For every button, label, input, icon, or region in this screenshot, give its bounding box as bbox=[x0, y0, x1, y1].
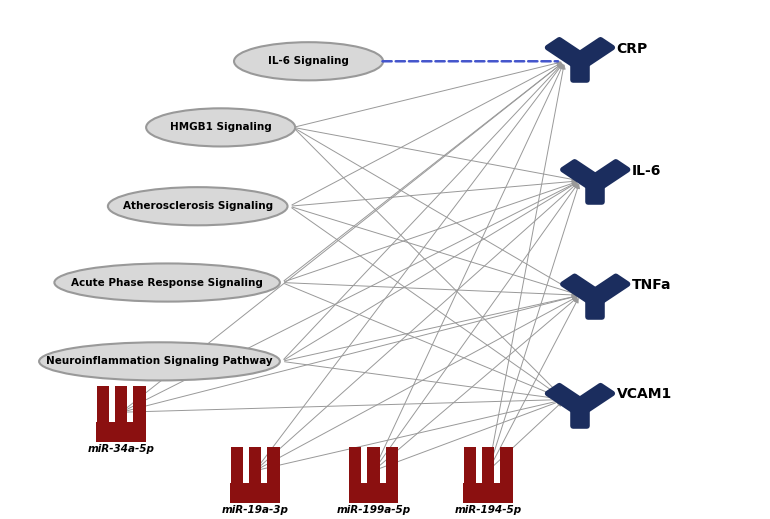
Ellipse shape bbox=[55, 264, 280, 302]
Bar bbox=[367, 447, 380, 483]
Bar bbox=[249, 447, 261, 483]
Bar bbox=[230, 447, 243, 483]
Bar bbox=[96, 422, 146, 442]
Ellipse shape bbox=[234, 42, 383, 80]
Text: IL-6 Signaling: IL-6 Signaling bbox=[268, 56, 349, 66]
Polygon shape bbox=[547, 40, 586, 65]
Bar bbox=[267, 447, 280, 483]
Text: miR-19a-3p: miR-19a-3p bbox=[222, 505, 289, 515]
Text: VCAM1: VCAM1 bbox=[617, 387, 672, 401]
Text: CRP: CRP bbox=[617, 42, 648, 56]
Text: TNFa: TNFa bbox=[632, 278, 671, 292]
Text: HMGB1 Signaling: HMGB1 Signaling bbox=[169, 122, 272, 132]
Text: miR-34a-5p: miR-34a-5p bbox=[88, 444, 155, 454]
Polygon shape bbox=[573, 407, 588, 426]
Text: IL-6: IL-6 bbox=[632, 163, 661, 177]
Text: miR-199a-5p: miR-199a-5p bbox=[336, 505, 410, 515]
Polygon shape bbox=[547, 386, 586, 411]
Text: Acute Phase Response Signaling: Acute Phase Response Signaling bbox=[71, 278, 263, 288]
Polygon shape bbox=[563, 162, 601, 187]
Bar bbox=[464, 483, 513, 503]
Bar bbox=[349, 447, 361, 483]
Bar bbox=[116, 386, 127, 422]
Bar bbox=[349, 483, 398, 503]
Text: Neuroinflammation Signaling Pathway: Neuroinflammation Signaling Pathway bbox=[46, 357, 273, 366]
Bar bbox=[230, 483, 280, 503]
Bar bbox=[386, 447, 398, 483]
Bar bbox=[97, 386, 109, 422]
Text: miR-194-5p: miR-194-5p bbox=[454, 505, 522, 515]
Ellipse shape bbox=[146, 108, 295, 146]
Polygon shape bbox=[589, 276, 628, 302]
Bar bbox=[482, 447, 494, 483]
Polygon shape bbox=[589, 162, 628, 187]
Bar bbox=[500, 447, 513, 483]
Bar bbox=[133, 386, 146, 422]
Bar bbox=[464, 447, 476, 483]
Ellipse shape bbox=[39, 343, 280, 380]
Polygon shape bbox=[574, 386, 612, 411]
Polygon shape bbox=[563, 276, 601, 302]
Text: Atherosclerosis Signaling: Atherosclerosis Signaling bbox=[122, 201, 273, 211]
Ellipse shape bbox=[108, 187, 287, 225]
Polygon shape bbox=[573, 61, 588, 80]
Polygon shape bbox=[588, 298, 602, 317]
Polygon shape bbox=[588, 183, 602, 202]
Polygon shape bbox=[574, 40, 612, 65]
